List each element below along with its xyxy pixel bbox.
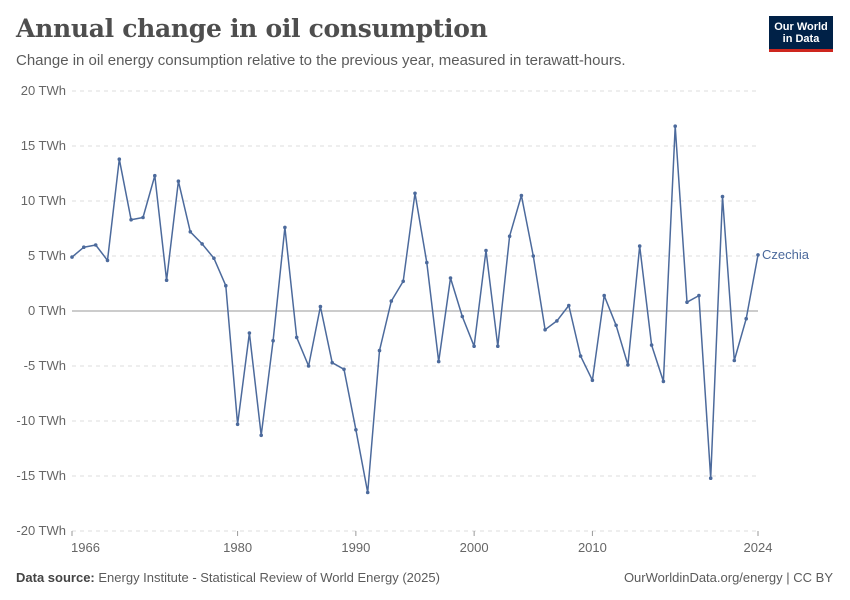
data-point[interactable] <box>141 215 145 220</box>
data-point[interactable] <box>448 276 453 280</box>
data-point[interactable] <box>472 344 476 349</box>
grid-layer <box>72 90 758 532</box>
y-tick-label: -20 TWh <box>16 523 66 538</box>
data-point[interactable] <box>224 283 228 288</box>
x-tick-label: 1990 <box>341 540 370 555</box>
data-point[interactable] <box>200 242 204 246</box>
data-point[interactable] <box>212 256 216 261</box>
data-point[interactable] <box>602 293 606 298</box>
data-point[interactable] <box>188 230 193 234</box>
data-point[interactable] <box>496 344 500 349</box>
data-point[interactable] <box>555 319 559 323</box>
data-point[interactable] <box>578 354 583 358</box>
data-point[interactable] <box>164 278 169 283</box>
data-point[interactable] <box>626 363 630 367</box>
data-point[interactable] <box>436 359 441 364</box>
data-point[interactable] <box>294 335 299 340</box>
y-tick-label: 10 TWh <box>21 193 66 208</box>
data-point[interactable] <box>153 173 157 178</box>
chart-title: Annual change in oil consumption <box>16 14 488 43</box>
data-point[interactable] <box>708 476 713 481</box>
data-point[interactable] <box>271 338 275 343</box>
data-point[interactable] <box>389 299 394 303</box>
data-point[interactable] <box>697 293 701 298</box>
y-tick-label: -10 TWh <box>16 413 66 428</box>
data-point[interactable] <box>330 360 335 365</box>
data-point[interactable] <box>460 314 465 319</box>
series-label[interactable]: Czechia <box>762 247 810 262</box>
data-point[interactable] <box>70 255 74 259</box>
y-tick-label: -5 TWh <box>24 358 66 373</box>
data-point[interactable] <box>614 323 618 328</box>
x-tick-label: 2010 <box>578 540 607 555</box>
data-point[interactable] <box>283 225 287 230</box>
chart-subtitle: Change in oil energy consumption relativ… <box>16 52 626 69</box>
line-chart: 20 TWh 15 TWh 10 TWh 5 TWh 0 TWh -5 TWh -10 TW… <box>16 83 810 555</box>
data-point[interactable] <box>377 348 382 353</box>
data-point[interactable] <box>720 194 725 199</box>
license-link[interactable]: OurWorldinData.org/energy | CC BY <box>623 570 833 585</box>
data-point[interactable] <box>318 304 323 309</box>
owid-logo[interactable]: Our World in Data <box>769 16 833 52</box>
logo-line-1: Our World <box>774 21 828 33</box>
data-point[interactable] <box>306 364 311 368</box>
y-tick-label: 0 TWh <box>28 303 66 318</box>
data-source-label: Data source: <box>16 570 95 585</box>
data-point[interactable] <box>105 258 110 263</box>
data-point[interactable] <box>744 316 748 321</box>
data-point[interactable] <box>82 245 86 249</box>
data-point[interactable] <box>176 179 181 183</box>
data-point[interactable] <box>235 422 240 427</box>
x-tick-label: 1980 <box>223 540 252 555</box>
data-point[interactable] <box>401 279 406 284</box>
data-point[interactable] <box>567 303 571 308</box>
series-line-czechia[interactable] <box>71 125 759 494</box>
data-source-note: Data source: Energy Institute - Statisti… <box>16 570 440 585</box>
data-point[interactable] <box>519 193 524 198</box>
data-point[interactable] <box>507 234 512 238</box>
data-point[interactable] <box>590 378 595 383</box>
data-point[interactable] <box>365 490 370 495</box>
logo-line-2: in Data <box>782 33 820 45</box>
data-point[interactable] <box>673 124 677 128</box>
data-point[interactable] <box>661 379 666 384</box>
data-point[interactable] <box>413 191 417 196</box>
data-point[interactable] <box>756 253 760 257</box>
y-tick-label: -15 TWh <box>16 468 66 483</box>
data-point[interactable] <box>425 260 429 265</box>
y-tick-label: 15 TWh <box>21 138 66 153</box>
data-point[interactable] <box>649 343 654 347</box>
data-point[interactable] <box>531 254 536 258</box>
series-layer: Czechia <box>70 124 810 495</box>
data-source-text[interactable]: Energy Institute - Statistical Review of… <box>98 570 440 585</box>
data-point[interactable] <box>354 428 358 432</box>
data-point[interactable] <box>129 217 133 222</box>
data-point[interactable] <box>685 300 689 305</box>
data-point[interactable] <box>259 433 264 438</box>
data-point[interactable] <box>732 358 737 363</box>
x-tick-label: 2000 <box>460 540 489 555</box>
data-point[interactable] <box>247 331 252 335</box>
data-point[interactable] <box>93 243 98 247</box>
data-point[interactable] <box>117 157 122 161</box>
x-tick-label: 1966 <box>71 540 100 555</box>
data-point[interactable] <box>484 248 488 253</box>
y-tick-label: 5 TWh <box>28 248 66 263</box>
data-point[interactable] <box>637 244 642 248</box>
data-point[interactable] <box>543 327 547 332</box>
data-point[interactable] <box>342 367 346 372</box>
x-tick-label: 2024 <box>744 540 773 555</box>
y-tick-label: 20 TWh <box>21 83 66 98</box>
axis-layer: 20 TWh 15 TWh 10 TWh 5 TWh 0 TWh -5 TWh -10 TW… <box>16 83 772 555</box>
